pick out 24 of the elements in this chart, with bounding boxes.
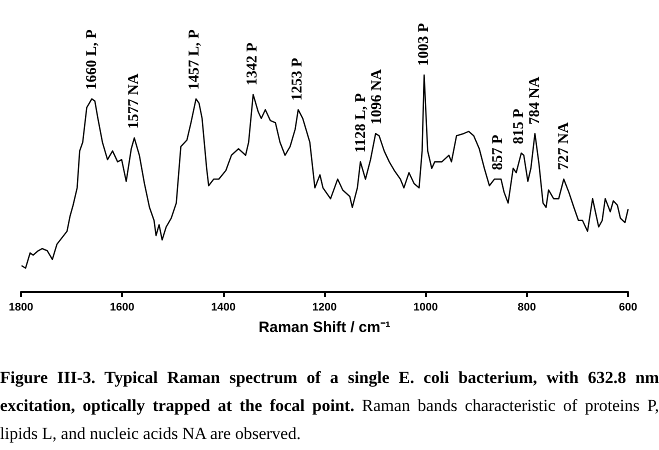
- annotation: 857 P: [490, 134, 506, 170]
- x-tick-label: 1800: [8, 302, 34, 314]
- annotation: 1457 L, P: [186, 29, 202, 90]
- annotation: 1096 NA: [369, 69, 386, 125]
- text: Raman bands characteristic of proteins P,: [362, 396, 659, 415]
- annotation: 1253 P: [290, 58, 306, 101]
- annotation: 1660 L, P: [84, 29, 100, 90]
- annotation: 784 NA: [526, 76, 543, 125]
- x-tick-label: 1400: [211, 302, 236, 314]
- x-tick-label: 1000: [413, 302, 438, 314]
- text: excitation, optically trapped at the focal point.: [0, 396, 354, 415]
- annotation: 1342 P: [244, 42, 261, 86]
- text: lipids L, and nucleic acids NA are observed.: [0, 424, 301, 443]
- annotation: 1128 L, P: [352, 93, 369, 153]
- x-tick-label: 1600: [110, 302, 134, 314]
- annotation: 815 P: [511, 108, 528, 144]
- annotation: 727 NA: [556, 122, 572, 170]
- x-tick-label: 800: [518, 302, 536, 314]
- annotation: 1577 NA: [126, 73, 142, 129]
- x-tick-label: 600: [618, 302, 638, 314]
- x-axis-title: Raman Shift / cm⁻¹: [258, 319, 390, 336]
- text: Figure III-3. Typical Raman spectrum of a single E. coli bacterium, with 632.8 nm: [0, 368, 659, 387]
- x-tick-label: 1200: [312, 302, 337, 314]
- annotation: 1003 P: [416, 23, 432, 66]
